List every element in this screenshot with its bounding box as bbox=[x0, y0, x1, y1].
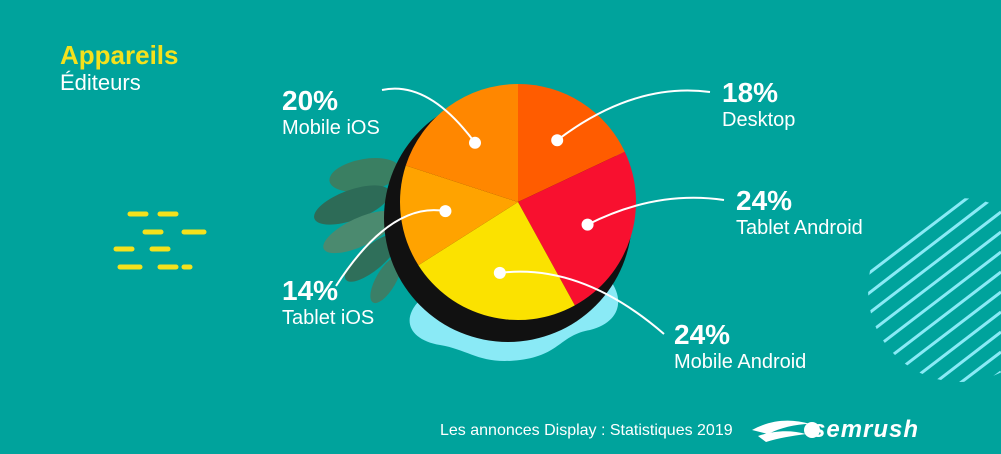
leader-line-tablet-android bbox=[587, 196, 725, 226]
value-label: 14% bbox=[282, 275, 339, 306]
marker-dot-tablet-android bbox=[581, 218, 594, 231]
chart-title-block: Appareils Éditeurs bbox=[60, 40, 179, 96]
chart-title: Appareils bbox=[60, 40, 179, 70]
leader-line-desktop bbox=[556, 89, 711, 142]
category-label: Mobile iOS bbox=[282, 117, 380, 139]
marker-dot-mobile-android bbox=[493, 266, 506, 279]
label-mobile-ios: 20% Mobile iOS bbox=[282, 86, 380, 140]
brand-name: semrush bbox=[812, 416, 920, 443]
leader-line-mobile-android bbox=[499, 270, 665, 335]
pie-slice-tablet-android bbox=[518, 151, 636, 306]
category-label: Tablet iOS bbox=[282, 307, 375, 329]
marker-dot-desktop bbox=[551, 134, 564, 147]
label-mobile-android: 24% Mobile Android bbox=[674, 320, 806, 374]
footer-caption: Les annonces Display : Statistiques 2019 bbox=[440, 422, 733, 439]
value-label: 18% bbox=[722, 77, 779, 108]
label-desktop: 18% Desktop bbox=[722, 78, 795, 132]
pie-slice-mobile-ios bbox=[405, 84, 518, 202]
pie-slice-mobile-android bbox=[418, 202, 575, 320]
value-label: 20% bbox=[282, 85, 339, 116]
value-label: 24% bbox=[674, 319, 731, 350]
category-label: Desktop bbox=[722, 109, 796, 131]
leaves-icon bbox=[314, 158, 402, 304]
marker-dot-tablet-ios bbox=[439, 205, 452, 218]
chart-subtitle: Éditeurs bbox=[60, 70, 141, 95]
value-label: 24% bbox=[736, 185, 793, 216]
label-tablet-android: 24% Tablet Android bbox=[736, 186, 863, 240]
leader-line-mobile-ios bbox=[381, 87, 476, 144]
yellow-dashes-icon bbox=[113, 211, 207, 270]
label-tablet-ios: 14% Tablet iOS bbox=[282, 276, 374, 330]
category-label: Tablet Android bbox=[736, 217, 863, 239]
category-label: Mobile Android bbox=[674, 351, 807, 373]
leader-line-tablet-ios bbox=[335, 209, 446, 287]
pie-slice-desktop bbox=[518, 84, 625, 202]
pie-slice-tablet-ios bbox=[399, 165, 518, 266]
marker-dot-mobile-ios bbox=[468, 136, 481, 149]
semrush-logo-icon bbox=[752, 420, 820, 442]
